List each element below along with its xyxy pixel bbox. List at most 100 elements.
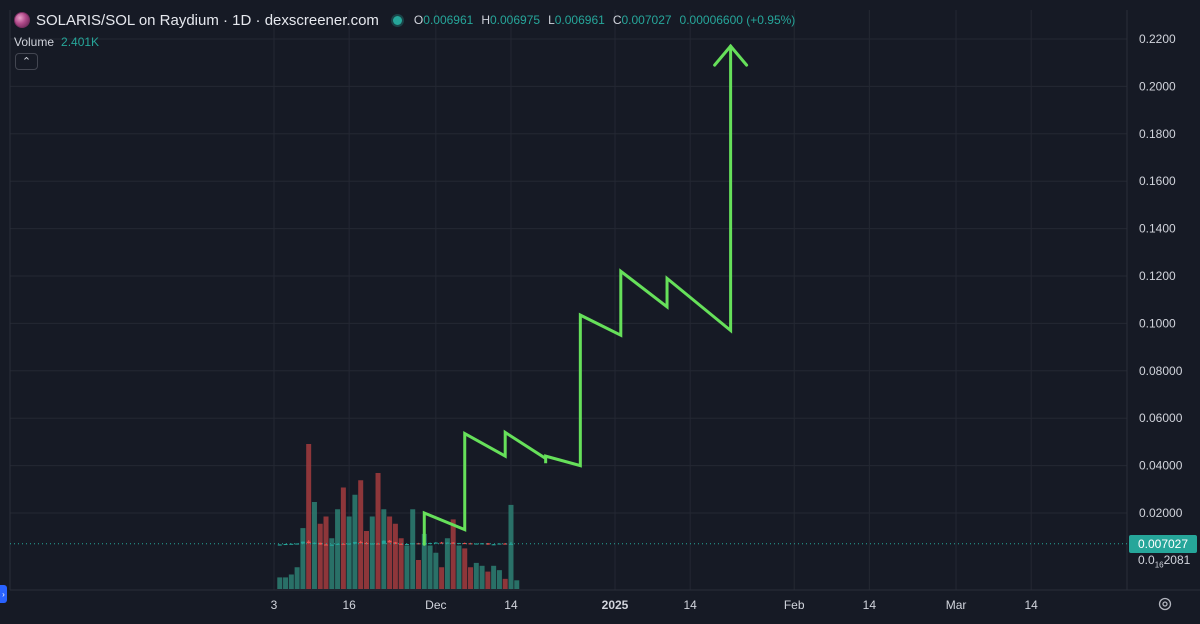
grid-lines — [9, 10, 1200, 591]
price-axis[interactable]: 0.2200 0.2000 0.1800 0.1600 0.1400 0.1200 0.10… — [1139, 32, 1183, 520]
x-tick-label: 14 — [863, 598, 877, 612]
market-status-icon — [392, 15, 402, 25]
volume-bar — [485, 571, 491, 589]
candle-body — [497, 543, 502, 545]
candle-body — [439, 542, 444, 544]
candle-body — [445, 542, 450, 544]
candle-body — [324, 544, 329, 546]
candle-body — [289, 543, 294, 545]
volume-bar — [317, 523, 323, 589]
candle-body — [508, 543, 513, 545]
close-value: 0.007027 — [621, 13, 672, 27]
y-tick-label: 0.2000 — [1139, 79, 1176, 93]
candle-body — [503, 543, 508, 545]
open-label: O — [413, 13, 424, 27]
volume-bar — [491, 565, 497, 589]
ohlc-values: O0.006961 H0.006975 L0.006961 C0.007027 … — [414, 13, 795, 27]
volume-bar — [294, 567, 300, 589]
open-value: 0.006961 — [423, 13, 474, 27]
x-tick-label: 3 — [271, 598, 278, 612]
volume-bar — [479, 565, 485, 589]
volume-bar — [329, 538, 335, 589]
collapse-legend-button[interactable]: ⌃ — [15, 53, 38, 70]
volume-bar — [283, 577, 289, 589]
volume-axis-sub: 16 — [1154, 560, 1164, 570]
volume-bar — [496, 570, 502, 589]
volume-bars — [277, 444, 520, 589]
y-tick-label: 0.1600 — [1139, 174, 1176, 188]
candle-body — [277, 544, 282, 546]
gear-icon[interactable] — [1157, 596, 1173, 612]
volume-bar — [427, 545, 433, 589]
low-value: 0.006961 — [554, 13, 605, 27]
last-price-badge: 0.007027 — [1129, 535, 1197, 553]
volume-bar — [387, 516, 393, 589]
y-tick-label: 0.1400 — [1139, 222, 1176, 236]
candle-body — [485, 543, 490, 545]
candle-body — [295, 543, 300, 545]
token-logo-icon — [14, 12, 30, 28]
candle-body — [358, 542, 363, 544]
volume-value: 2.401K — [61, 35, 100, 49]
x-tick-label: Feb — [784, 598, 805, 612]
volume-bar — [416, 560, 421, 589]
candle-body — [329, 544, 334, 546]
volume-bar — [311, 502, 317, 589]
volume-bar — [398, 538, 404, 589]
y-tick-label: 0.2200 — [1139, 32, 1176, 46]
volume-bar — [306, 444, 312, 589]
volume-bar — [363, 531, 369, 589]
candle-body — [370, 543, 375, 545]
volume-bar — [462, 548, 468, 589]
low-label: L — [548, 13, 555, 27]
volume-bar — [346, 516, 352, 589]
volume-bar — [392, 523, 398, 589]
y-tick-label: 0.1800 — [1139, 127, 1176, 141]
candle-body — [352, 542, 357, 544]
candle-body — [474, 543, 479, 545]
volume-bar — [514, 580, 520, 589]
x-tick-label: 2025 — [602, 598, 629, 612]
y-tick-label: 0.06000 — [1139, 411, 1183, 425]
volume-bar — [433, 552, 439, 589]
x-tick-label: Mar — [946, 598, 967, 612]
volume-legend: Volume 2.401K — [14, 35, 99, 49]
y-tick-label: 0.02000 — [1139, 506, 1183, 520]
volume-bar — [335, 509, 341, 589]
x-tick-label: 14 — [1025, 598, 1039, 612]
candle-body — [404, 544, 409, 546]
high-value: 0.006975 — [490, 13, 541, 27]
volume-bar — [358, 480, 364, 589]
close-label: C — [612, 13, 622, 27]
x-tick-label: 14 — [504, 598, 518, 612]
volume-axis-label: 0.0162081 — [1138, 553, 1190, 569]
volume-bar — [439, 567, 445, 589]
pair-title: SOLARIS/SOL on Raydium · 1D · dexscreene… — [36, 11, 379, 29]
candle-body — [300, 541, 305, 544]
candle-body — [451, 542, 456, 544]
candle-body — [318, 542, 323, 545]
x-tick-label: 14 — [683, 598, 697, 612]
candle-body — [491, 544, 496, 546]
volume-label: Volume — [14, 35, 55, 49]
x-tick-label: Dec — [425, 598, 446, 612]
volume-bar — [502, 578, 508, 589]
volume-bar — [369, 516, 375, 589]
candle-body — [335, 543, 340, 545]
time-axis[interactable]: 3 16 Dec 14 2025 14 Feb 14 Mar 14 — [271, 598, 1039, 612]
volume-bar — [456, 545, 462, 589]
volume-bar — [300, 528, 306, 589]
candle-body — [399, 543, 404, 545]
candle-body — [306, 541, 311, 544]
candle-body — [410, 543, 415, 545]
panel-resize-handle[interactable]: › — [0, 585, 7, 603]
y-tick-label: 0.04000 — [1139, 459, 1183, 473]
y-tick-label: 0.08000 — [1139, 364, 1183, 378]
candle-body — [462, 543, 467, 545]
volume-axis-main: 0.0 — [1138, 553, 1155, 567]
chart-header: SOLARIS/SOL on Raydium · 1D · dexscreene… — [14, 9, 795, 31]
candle-body — [347, 543, 352, 545]
candle-body — [393, 542, 398, 544]
volume-bar — [323, 516, 329, 589]
